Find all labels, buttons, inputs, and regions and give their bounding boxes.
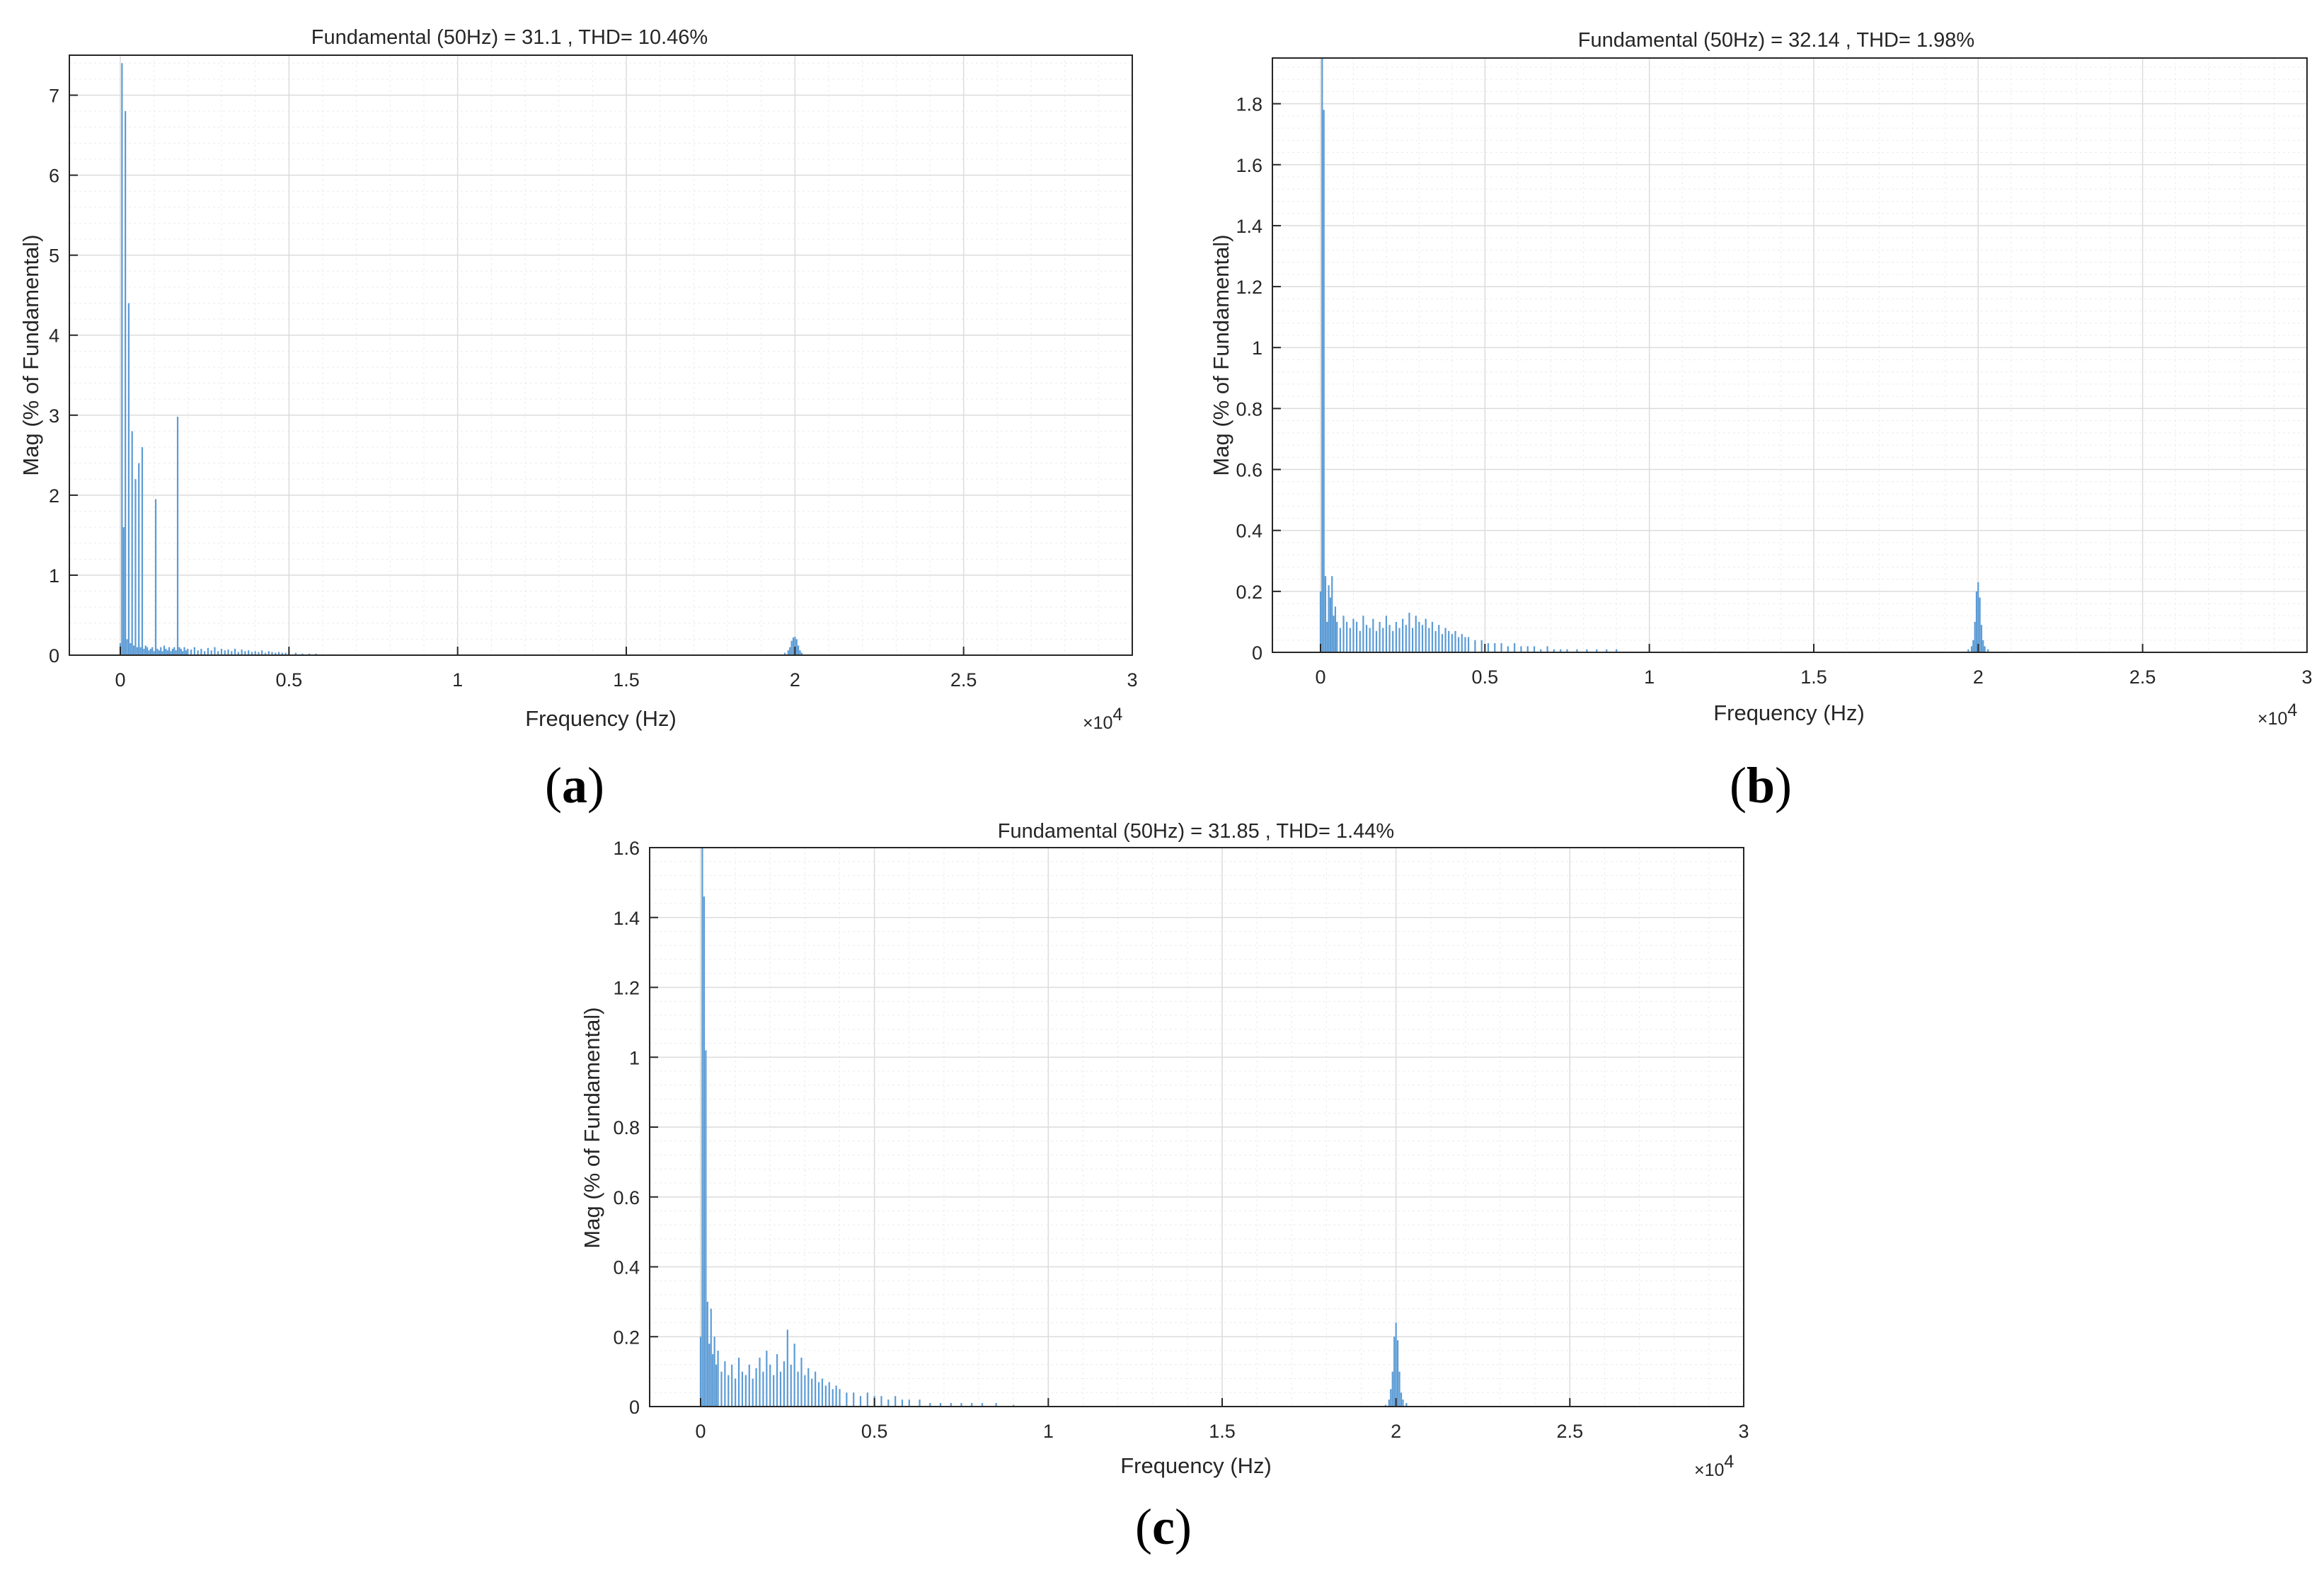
chart-b-title: Fundamental (50Hz) = 32.14 , THD= 1.98% bbox=[1578, 29, 1974, 52]
y-tick-label: 0.6 bbox=[613, 1187, 640, 1208]
chart-a-bars bbox=[119, 63, 806, 655]
y-tick-label: 0.6 bbox=[1236, 460, 1262, 481]
chart-c-x-multiplier: ×104 bbox=[1694, 1452, 1734, 1480]
x-tick-label: 1.5 bbox=[1209, 1421, 1236, 1442]
y-tick-label: 1 bbox=[49, 565, 59, 587]
y-tick-label: 3 bbox=[49, 405, 59, 427]
y-tick-label: 1.6 bbox=[613, 838, 640, 859]
chart-c-panel-label: (c) bbox=[1135, 1499, 1192, 1555]
chart-c-x-axis-label: Frequency (Hz) bbox=[1120, 1453, 1272, 1478]
x-tick-label: 0 bbox=[1315, 666, 1325, 688]
chart-b: Fundamental (50Hz) = 32.14 , THD= 1.98% … bbox=[1209, 29, 2313, 814]
x-tick-label: 0.5 bbox=[1472, 666, 1499, 688]
y-tick-label: 0.4 bbox=[613, 1257, 640, 1278]
chart-b-x-axis-label: Frequency (Hz) bbox=[1713, 700, 1865, 725]
y-tick-label: 1.4 bbox=[1236, 216, 1262, 237]
y-tick-label: 1.8 bbox=[1236, 94, 1262, 115]
y-tick-label: 6 bbox=[49, 166, 59, 187]
y-tick-label: 0.8 bbox=[1236, 398, 1262, 420]
chart-b-plot-frame bbox=[1272, 57, 2308, 653]
x-tick-label: 3 bbox=[1738, 1421, 1749, 1442]
x-tick-label: 1.5 bbox=[1800, 666, 1827, 688]
y-tick-label: 7 bbox=[49, 86, 59, 107]
chart-b-y-axis-label: Mag (% of Fundamental) bbox=[1209, 234, 1233, 475]
x-tick-label: 3 bbox=[1127, 669, 1137, 691]
y-tick-label: 0 bbox=[1252, 642, 1262, 664]
chart-a-title: Fundamental (50Hz) = 31.1 , THD= 10.46% bbox=[311, 26, 708, 49]
x-tick-label: 2 bbox=[1391, 1421, 1401, 1442]
chart-c: Fundamental (50Hz) = 31.85 , THD= 1.44% … bbox=[580, 820, 1749, 1555]
x-tick-label: 3 bbox=[2301, 666, 2312, 688]
y-tick-label: 1.2 bbox=[1236, 277, 1262, 298]
x-tick-label: 2.5 bbox=[2129, 666, 2156, 688]
chart-a: Fundamental (50Hz) = 31.1 , THD= 10.46% … bbox=[18, 26, 1138, 814]
y-tick-label: 1.2 bbox=[613, 978, 640, 999]
y-tick-label: 0.8 bbox=[613, 1117, 640, 1138]
y-tick-label: 1 bbox=[629, 1047, 640, 1068]
chart-c-x-ticks: 0 0.5 1 1.5 2 2.5 3 bbox=[695, 1398, 1749, 1442]
chart-a-x-multiplier: ×104 bbox=[1083, 705, 1122, 733]
x-tick-label: 0.5 bbox=[276, 669, 303, 691]
y-tick-label: 0 bbox=[49, 645, 59, 666]
x-tick-label: 0 bbox=[115, 669, 125, 691]
x-tick-label: 2 bbox=[1973, 666, 1984, 688]
x-tick-label: 2.5 bbox=[1557, 1421, 1584, 1442]
y-tick-label: 0.2 bbox=[1236, 582, 1262, 603]
chart-b-panel-label: (b) bbox=[1730, 757, 1792, 814]
y-tick-label: 4 bbox=[49, 325, 59, 347]
x-tick-label: 2.5 bbox=[950, 669, 977, 691]
chart-c-y-axis-label: Mag (% of Fundamental) bbox=[580, 1007, 604, 1248]
x-tick-label: 1 bbox=[452, 669, 463, 691]
chart-a-x-axis-label: Frequency (Hz) bbox=[525, 706, 677, 731]
x-tick-label: 1.5 bbox=[613, 669, 640, 691]
chart-c-title: Fundamental (50Hz) = 31.85 , THD= 1.44% bbox=[998, 820, 1394, 843]
chart-c-bars bbox=[699, 848, 1408, 1407]
y-tick-label: 0.2 bbox=[613, 1327, 640, 1348]
chart-b-y-ticks: 0 0.2 0.4 0.6 0.8 1 1.2 1.4 1.6 1.8 bbox=[1236, 94, 1281, 664]
x-tick-label: 0 bbox=[695, 1421, 706, 1442]
chart-b-x-ticks: 0 0.5 1 1.5 2 2.5 3 bbox=[1315, 644, 2313, 688]
chart-a-y-ticks: 0 1 2 3 4 5 6 7 bbox=[49, 86, 78, 666]
x-tick-label: 1 bbox=[1043, 1421, 1054, 1442]
y-tick-label: 5 bbox=[49, 246, 59, 267]
chart-a-y-axis-label: Mag (% of Fundamental) bbox=[18, 234, 43, 475]
x-tick-label: 0.5 bbox=[861, 1421, 888, 1442]
chart-b-grid bbox=[1272, 58, 2308, 653]
y-tick-label: 2 bbox=[49, 485, 59, 507]
y-tick-label: 0.4 bbox=[1236, 521, 1262, 542]
chart-b-bars bbox=[1319, 58, 1989, 652]
y-tick-label: 1.6 bbox=[1236, 155, 1262, 176]
chart-b-x-multiplier: ×104 bbox=[2257, 700, 2297, 729]
chart-a-panel-label: (a) bbox=[545, 757, 604, 814]
chart-a-x-ticks: 0 0.5 1 1.5 2 2.5 3 bbox=[115, 647, 1138, 691]
y-tick-label: 1.4 bbox=[613, 908, 640, 929]
x-tick-label: 2 bbox=[790, 669, 800, 691]
chart-a-plot-frame bbox=[69, 54, 1133, 656]
x-tick-label: 1 bbox=[1644, 666, 1655, 688]
chart-c-y-ticks: 0 0.2 0.4 0.6 0.8 1 1.2 1.4 1.6 bbox=[613, 838, 658, 1418]
y-tick-label: 0 bbox=[629, 1397, 640, 1418]
y-tick-label: 1 bbox=[1252, 337, 1262, 359]
